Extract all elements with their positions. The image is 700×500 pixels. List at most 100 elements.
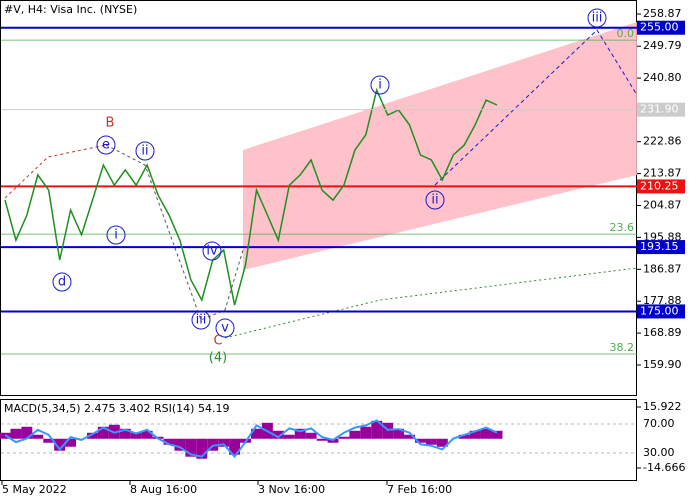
wave-label: i [114, 228, 118, 243]
current-price-label: 231.90 [640, 103, 679, 116]
macd-bar [469, 430, 481, 439]
macd-bar [21, 426, 33, 439]
y-tick-label: 186.87 [643, 262, 682, 275]
indicator-label: MACD(5,34,5) 2.475 3.402 RSI(14) 54.19 [4, 402, 229, 415]
y-tick-label: 213.87 [643, 167, 682, 180]
y-tick-label: 159.90 [643, 358, 682, 371]
y-tick-label: 222.86 [643, 135, 682, 148]
macd-bar [218, 438, 230, 447]
y-tick-label: 258.87 [643, 7, 682, 20]
fib-label: 23.6 [610, 221, 635, 234]
macd-bar [207, 438, 219, 451]
price-tag-label: 193.15 [640, 240, 679, 253]
y2-tick-label: -14.666 [643, 461, 685, 474]
wave-line [434, 29, 638, 186]
wave-line [4, 144, 107, 199]
macd-bar [415, 438, 426, 443]
wave-circle [52, 272, 72, 292]
macd-bar [174, 438, 186, 451]
wave-line [224, 267, 638, 339]
wave-label: (4) [209, 351, 227, 366]
fib-label: 38.2 [610, 341, 635, 354]
macd-bar [480, 428, 492, 439]
macd-bar [338, 436, 350, 439]
price-tag [637, 102, 685, 117]
wave-label: v [221, 321, 229, 336]
macd-bar [10, 428, 22, 439]
wave-circle [370, 75, 390, 95]
macd-bar [141, 430, 153, 439]
macd-bar [54, 438, 66, 451]
macd-bar [130, 432, 142, 439]
macd-bar [229, 438, 241, 455]
macd-bar [360, 426, 372, 439]
macd-bar [305, 432, 317, 439]
y2-tick-label: 15.922 [643, 400, 682, 413]
wave-circle [215, 318, 235, 338]
x-tick-label: 7 Feb 16:00 [387, 483, 452, 496]
wave-label: ii [431, 193, 438, 208]
macd-bar [404, 434, 415, 439]
y2-tick-label: 70.00 [643, 417, 675, 430]
macd-bar [371, 420, 383, 439]
wave-label: i [378, 78, 382, 93]
wave-circle [191, 310, 211, 330]
x-tick-label: 8 Aug 16:00 [130, 483, 197, 496]
indicator-pane [0, 399, 637, 481]
wave-label: iv [206, 244, 218, 259]
wave-label: C [213, 334, 222, 349]
y2-tick-label: 30.00 [643, 446, 675, 459]
wave-circle [202, 241, 222, 261]
macd-bar [425, 438, 437, 445]
wave-label: iii [196, 313, 207, 328]
macd-bar [283, 434, 295, 439]
macd-bar [272, 430, 284, 439]
wave-label: ii [141, 144, 148, 159]
wave-label: e [102, 138, 110, 153]
wave-circle [106, 225, 126, 245]
macd-bar [119, 428, 131, 439]
chart-title: #V, H4: Visa Inc. (NYSE) [4, 3, 137, 16]
macd-bar [251, 428, 262, 439]
price-tag [637, 304, 685, 319]
macd-bar [349, 430, 361, 439]
macd-bar [196, 438, 208, 459]
price-tag [637, 179, 685, 194]
price-tag-label: 175.00 [640, 304, 679, 317]
macd-bar [163, 438, 175, 445]
wave-circle [425, 190, 445, 210]
fib-label: 0.0 [617, 27, 635, 40]
macd-bar [436, 438, 448, 447]
price-tag [637, 240, 685, 255]
macd-bar [43, 438, 55, 443]
macd-bar [32, 434, 44, 439]
wave-label: iii [592, 11, 603, 26]
wave-circle [587, 8, 607, 28]
price-tag-label: 210.25 [640, 179, 679, 192]
channel [243, 22, 637, 270]
y-tick-label: 240.80 [643, 71, 682, 84]
macd-bar [97, 426, 109, 439]
x-tick-label: 5 May 2022 [2, 483, 67, 496]
price-line [4, 87, 498, 306]
macd-bar [491, 430, 503, 439]
macd-bar [458, 434, 470, 439]
price-tag [637, 20, 685, 35]
macd-bar [393, 428, 405, 439]
y-tick-label: 177.88 [643, 294, 682, 307]
wave-label: B [106, 116, 115, 131]
y-tick-label: 249.79 [643, 39, 682, 52]
price-tag-label: 255.00 [640, 21, 679, 34]
y-tick-label: 204.87 [643, 199, 682, 212]
x-tick-label: 3 Nov 16:00 [258, 483, 325, 496]
macd-bar [294, 428, 306, 439]
wave-label: d [58, 275, 66, 290]
main-pane [0, 0, 637, 396]
macd-bar [316, 438, 328, 441]
y-tick-label: 168.89 [643, 326, 682, 339]
macd-bar [185, 438, 197, 457]
wave-circle [135, 141, 155, 161]
rsi-line [4, 419, 498, 459]
macd-bar [87, 432, 98, 439]
